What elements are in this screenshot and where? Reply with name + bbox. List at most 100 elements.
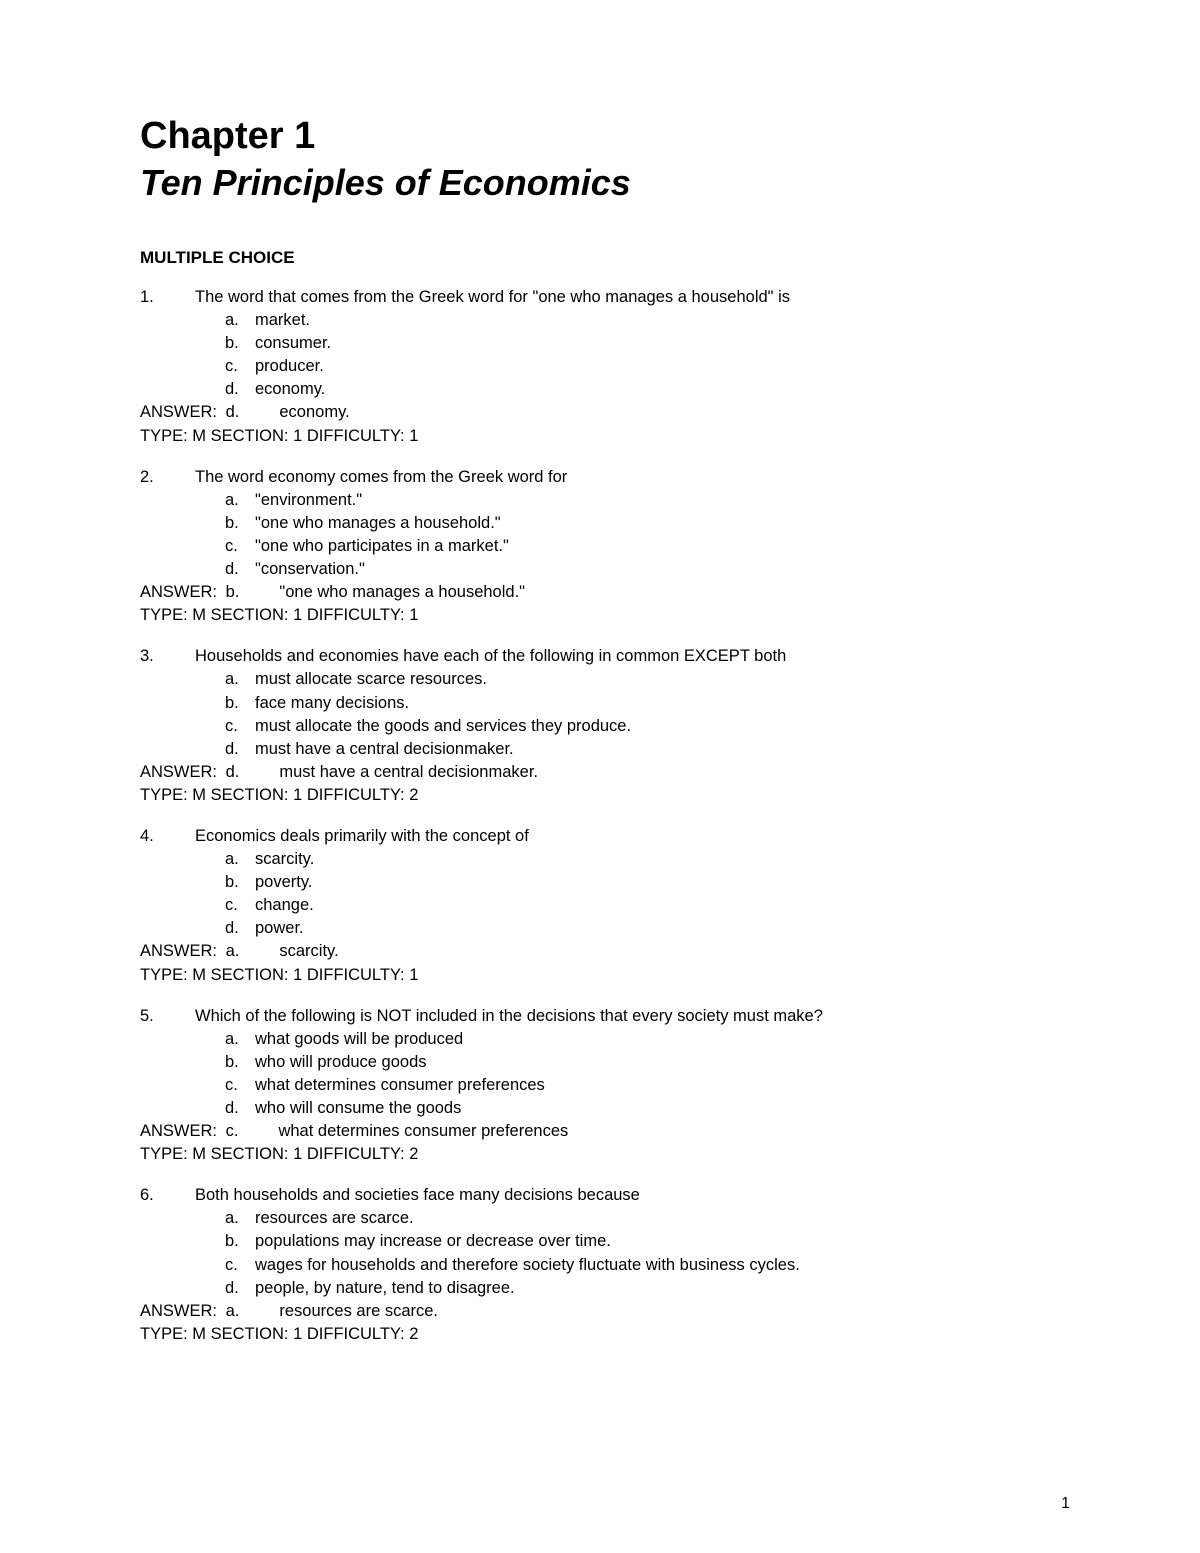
option-text: consumer. (255, 332, 1070, 355)
option-text: economy. (255, 378, 1070, 401)
option-line: b.face many decisions. (140, 692, 1070, 715)
option-letter: a. (225, 489, 255, 512)
chapter-title: Chapter 1 (140, 115, 1070, 158)
option-letter: a. (225, 668, 255, 691)
option-letter: a. (225, 1028, 255, 1051)
question-number: 4. (140, 825, 195, 848)
option-line: c.change. (140, 894, 1070, 917)
option-text: change. (255, 894, 1070, 917)
option-line: d.must have a central decisionmaker. (140, 738, 1070, 761)
option-text: "one who manages a household." (255, 512, 1070, 535)
answer-text: scarcity. (279, 942, 338, 960)
option-text: who will produce goods (255, 1051, 1070, 1074)
question-text: The word that comes from the Greek word … (195, 286, 1070, 309)
meta-line: TYPE: M SECTION: 1 DIFFICULTY: 2 (140, 1143, 1070, 1166)
question-block: 2.The word economy comes from the Greek … (140, 466, 1070, 628)
option-text: producer. (255, 355, 1070, 378)
answer-label: ANSWER: (140, 581, 217, 604)
meta-line: TYPE: M SECTION: 1 DIFFICULTY: 1 (140, 604, 1070, 627)
option-letter: a. (225, 848, 255, 871)
option-text: wages for households and therefore socie… (255, 1254, 1070, 1277)
answer-label: ANSWER: (140, 761, 217, 784)
option-letter: b. (225, 1051, 255, 1074)
option-text: resources are scarce. (255, 1207, 1070, 1230)
option-letter: a. (225, 1207, 255, 1230)
option-letter: d. (225, 558, 255, 581)
answer-text: "one who manages a household." (279, 583, 525, 601)
option-text: who will consume the goods (255, 1097, 1070, 1120)
page-number: 1 (1061, 1495, 1070, 1513)
answer-line: ANSWER: d. must have a central decisionma… (140, 761, 1070, 784)
question-number: 3. (140, 645, 195, 668)
option-letter: a. (225, 309, 255, 332)
option-line: a.what goods will be produced (140, 1028, 1070, 1051)
option-text: people, by nature, tend to disagree. (255, 1277, 1070, 1300)
option-text: "conservation." (255, 558, 1070, 581)
question-text: Households and economies have each of th… (195, 645, 1070, 668)
option-text: "environment." (255, 489, 1070, 512)
option-line: b.who will produce goods (140, 1051, 1070, 1074)
question-line: 2.The word economy comes from the Greek … (140, 466, 1070, 489)
answer-label: ANSWER: (140, 1120, 217, 1143)
answer-label: ANSWER: (140, 940, 217, 963)
question-block: 4.Economics deals primarily with the con… (140, 825, 1070, 987)
meta-line: TYPE: M SECTION: 1 DIFFICULTY: 1 (140, 964, 1070, 987)
option-text: scarcity. (255, 848, 1070, 871)
answer-text: economy. (279, 403, 349, 421)
answer-label: ANSWER: (140, 401, 217, 424)
chapter-subtitle: Ten Principles of Economics (140, 162, 1070, 204)
answer-letter: d. (226, 761, 240, 784)
question-block: 5.Which of the following is NOT included… (140, 1005, 1070, 1167)
question-line: 5.Which of the following is NOT included… (140, 1005, 1070, 1028)
option-letter: c. (225, 355, 255, 378)
option-letter: b. (225, 512, 255, 535)
option-line: d.power. (140, 917, 1070, 940)
option-text: must have a central decisionmaker. (255, 738, 1070, 761)
option-line: b.consumer. (140, 332, 1070, 355)
question-number: 5. (140, 1005, 195, 1028)
question-line: 4.Economics deals primarily with the con… (140, 825, 1070, 848)
option-letter: d. (225, 738, 255, 761)
option-letter: d. (225, 378, 255, 401)
option-letter: c. (225, 535, 255, 558)
option-text: market. (255, 309, 1070, 332)
option-letter: c. (225, 894, 255, 917)
option-line: a.market. (140, 309, 1070, 332)
question-number: 2. (140, 466, 195, 489)
option-text: "one who participates in a market." (255, 535, 1070, 558)
answer-text: what determines consumer preferences (278, 1122, 568, 1140)
answer-line: ANSWER: d.economy. (140, 401, 1070, 424)
answer-line: ANSWER: a.scarcity. (140, 940, 1070, 963)
option-line: d.people, by nature, tend to disagree. (140, 1277, 1070, 1300)
answer-letter: b. (226, 581, 240, 604)
answer-letter: c. (226, 1120, 239, 1143)
answer-letter: a. (226, 1300, 240, 1323)
option-letter: d. (225, 1097, 255, 1120)
option-text: face many decisions. (255, 692, 1070, 715)
answer-label: ANSWER: (140, 1300, 217, 1323)
option-letter: c. (225, 1254, 255, 1277)
meta-line: TYPE: M SECTION: 1 DIFFICULTY: 1 (140, 425, 1070, 448)
option-letter: d. (225, 917, 255, 940)
option-text: power. (255, 917, 1070, 940)
section-heading: MULTIPLE CHOICE (140, 248, 1070, 268)
question-block: 6.Both households and societies face man… (140, 1184, 1070, 1346)
option-line: a.resources are scarce. (140, 1207, 1070, 1230)
option-text: populations may increase or decrease ove… (255, 1230, 1070, 1253)
question-line: 1.The word that comes from the Greek wor… (140, 286, 1070, 309)
option-text: poverty. (255, 871, 1070, 894)
option-line: a."environment." (140, 489, 1070, 512)
question-line: 3.Households and economies have each of … (140, 645, 1070, 668)
answer-text: must have a central decisionmaker. (279, 763, 538, 781)
option-text: what goods will be produced (255, 1028, 1070, 1051)
question-line: 6.Both households and societies face man… (140, 1184, 1070, 1207)
answer-text: resources are scarce. (279, 1302, 438, 1320)
question-number: 6. (140, 1184, 195, 1207)
question-text: The word economy comes from the Greek wo… (195, 466, 1070, 489)
option-letter: c. (225, 715, 255, 738)
option-line: c."one who participates in a market." (140, 535, 1070, 558)
option-text: must allocate the goods and services the… (255, 715, 1070, 738)
option-text: must allocate scarce resources. (255, 668, 1070, 691)
question-block: 1.The word that comes from the Greek wor… (140, 286, 1070, 448)
option-line: b."one who manages a household." (140, 512, 1070, 535)
